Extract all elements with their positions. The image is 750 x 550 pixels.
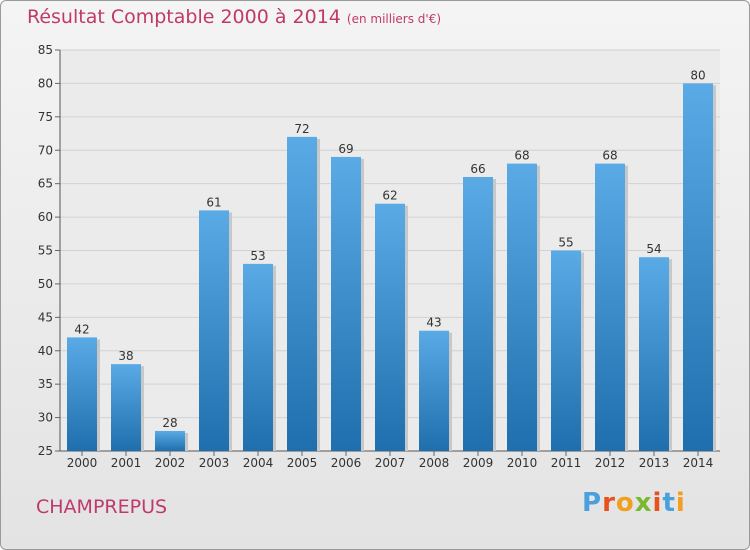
y-tick-label: 25 (38, 444, 53, 458)
y-tick-label: 45 (38, 310, 53, 324)
data-label: 38 (118, 349, 133, 363)
bar (551, 250, 581, 451)
x-tick-label: 2011 (551, 456, 582, 470)
y-tick-label: 80 (38, 76, 53, 90)
bar (199, 210, 229, 451)
data-label: 42 (74, 322, 89, 336)
bar (419, 330, 449, 451)
logo-letter: t (662, 488, 676, 518)
chart-title-text: Résultat Comptable 2000 à 2014 (27, 6, 341, 28)
bar (639, 257, 669, 451)
logo-letter: i (652, 488, 663, 518)
chart-title: Résultat Comptable 2000 à 2014 (en millie… (27, 6, 441, 28)
data-label: 28 (162, 416, 177, 430)
data-label: 61 (206, 195, 221, 209)
data-label: 80 (690, 68, 705, 82)
x-tick-label: 2004 (243, 456, 274, 470)
y-tick-label: 65 (38, 177, 53, 191)
y-tick-label: 85 (38, 43, 53, 57)
x-tick-label: 2010 (507, 456, 538, 470)
y-tick-label: 30 (38, 411, 53, 425)
x-tick-label: 2012 (595, 456, 626, 470)
bar (375, 203, 405, 451)
bar (243, 263, 273, 451)
data-label: 62 (382, 189, 397, 203)
x-tick-label: 2002 (155, 456, 186, 470)
data-label: 54 (646, 242, 661, 256)
x-tick-label: 2007 (375, 456, 406, 470)
x-tick-label: 2005 (287, 456, 318, 470)
x-tick-label: 2009 (463, 456, 494, 470)
bar (67, 337, 97, 451)
x-tick-label: 2014 (683, 456, 714, 470)
commune-name: CHAMPREPUS (36, 496, 168, 518)
x-tick-label: 2001 (111, 456, 142, 470)
x-tick-label: 2003 (199, 456, 230, 470)
y-tick-label: 50 (38, 277, 53, 291)
data-label: 68 (514, 149, 529, 163)
logo-letter: o (615, 488, 635, 518)
bar (111, 364, 141, 451)
bar (287, 136, 317, 451)
bar (463, 176, 493, 451)
data-label: 43 (426, 316, 441, 330)
x-tick-label: 2000 (67, 456, 98, 470)
bar (507, 163, 537, 451)
logo-letter: i (675, 488, 686, 518)
logo-letter: P (582, 488, 603, 518)
data-label: 66 (470, 162, 485, 176)
x-tick-label: 2006 (331, 456, 362, 470)
y-tick-label: 35 (38, 377, 53, 391)
x-tick-label: 2013 (639, 456, 670, 470)
data-label: 68 (602, 149, 617, 163)
bar (683, 83, 713, 452)
bar (155, 430, 185, 451)
bar (595, 163, 625, 451)
data-label: 55 (558, 236, 573, 250)
y-tick-label: 60 (38, 210, 53, 224)
chart-subtitle: (en milliers d'€) (346, 12, 442, 26)
y-tick-label: 40 (38, 344, 53, 358)
y-tick-label: 75 (38, 110, 53, 124)
x-tick-label: 2008 (419, 456, 450, 470)
data-label: 69 (338, 142, 353, 156)
data-label: 53 (250, 249, 265, 263)
y-tick-label: 70 (38, 143, 53, 157)
bar (331, 156, 361, 451)
logo-letter: r (602, 488, 616, 518)
proxiti-logo[interactable]: Proxiti (582, 488, 686, 518)
logo-letter: x (634, 488, 653, 518)
y-tick-label: 55 (38, 244, 53, 258)
data-label: 72 (294, 122, 309, 136)
